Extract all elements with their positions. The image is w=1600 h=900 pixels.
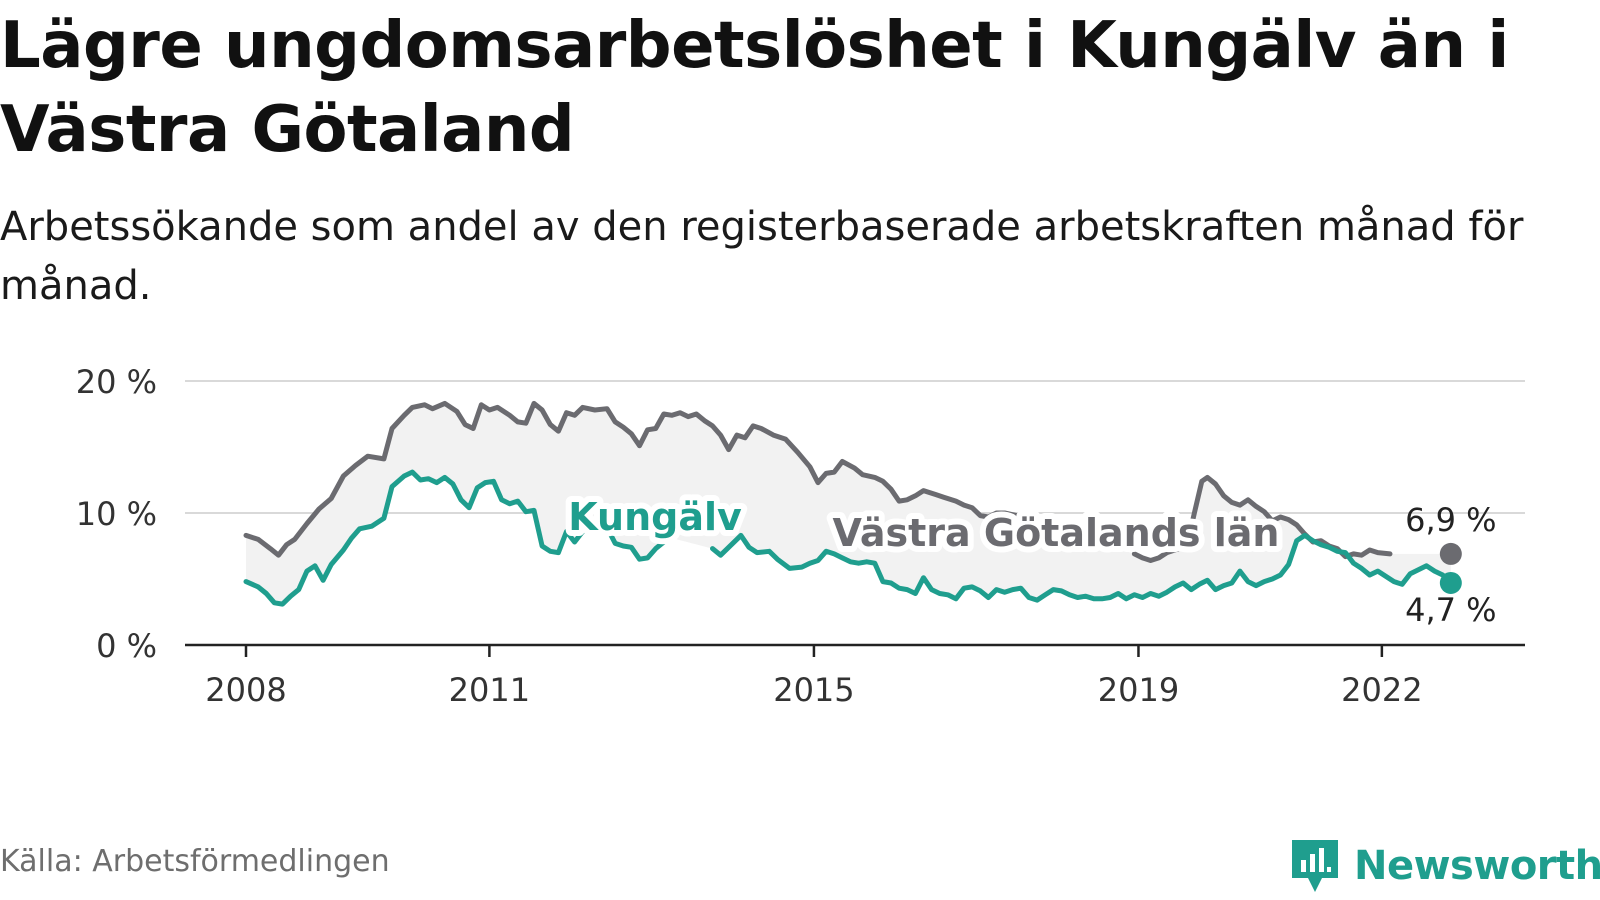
chart-title: Lägre ungdomsarbetslöshet i Kungälv än i… [0, 9, 1509, 167]
y-tick-label: 20 % [76, 363, 157, 401]
x-tick-label: 2011 [449, 671, 530, 709]
source-note: Källa: Arbetsförmedlingen [0, 844, 390, 879]
y-tick-label: 10 % [76, 495, 157, 533]
kungalv-series-line [710, 532, 1454, 603]
vgl-end-point [1439, 542, 1462, 565]
chart-subtitle: Arbetssökande som andel av den registerb… [0, 204, 1524, 309]
vgl-series-line [243, 400, 1020, 558]
kungalv-series-line [243, 469, 675, 607]
gap-band-area [246, 403, 1451, 605]
x-tick-label: 2022 [1341, 671, 1422, 709]
vgl-series-label: Västra Götalands län [833, 511, 1280, 555]
kungalv-end-value-label: 4,7 % [1405, 591, 1496, 629]
y-tick-label: 0 % [96, 627, 157, 665]
vgl-series-line [1131, 474, 1393, 563]
newsworthy-wordmark: Newsworthy [1354, 843, 1600, 889]
vgl-end-value-label: 6,9 % [1405, 501, 1496, 539]
newsworthy-logo: Newsworthy [1290, 838, 1600, 894]
x-tick-label: 2015 [773, 671, 854, 709]
kungalv-series-label: Kungälv [568, 495, 742, 539]
x-tick-label: 2008 [205, 671, 286, 709]
x-tick-label: 2019 [1098, 671, 1179, 709]
kungalv-end-point [1439, 571, 1462, 594]
newsworthy-logo-icon [1292, 840, 1338, 892]
